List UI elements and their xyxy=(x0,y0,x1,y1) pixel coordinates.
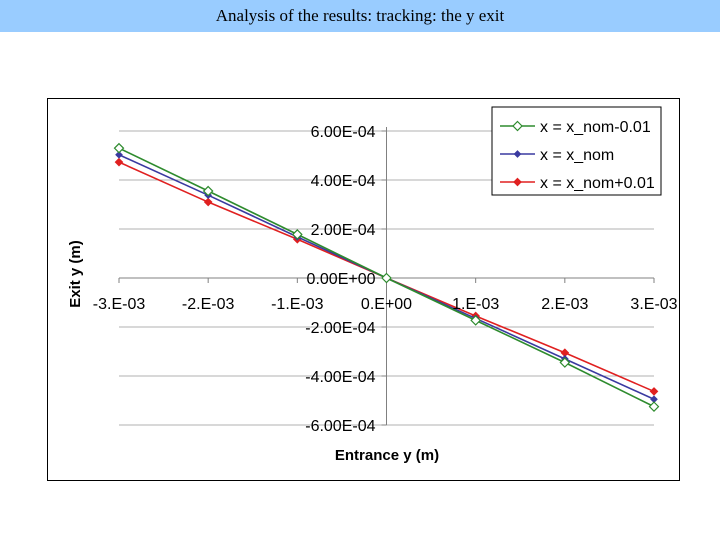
data-point-2-1 xyxy=(203,197,213,207)
page-title: Analysis of the results: tracking: the y… xyxy=(215,6,505,25)
data-point-0-0 xyxy=(113,142,125,154)
x-tick-label-3: 0.E+00 xyxy=(361,296,412,313)
y-tick-label-4: -2.00E-04 xyxy=(305,320,375,337)
data-point-0-5 xyxy=(559,357,571,368)
data-point-0-1 xyxy=(202,185,214,197)
chart-frame: -3.E-03 -2.E-03 -1.E-03 0.E+00 1.E-03 2.E-03 3… xyxy=(47,98,680,481)
x-tick-label-0: -3.E-03 xyxy=(93,296,146,313)
data-point-2-0 xyxy=(114,157,124,167)
legend-item-2: x = x_nom+0.01 xyxy=(500,175,655,192)
legend-marker-0 xyxy=(512,120,523,132)
legend-item-1: x = x_nom xyxy=(500,147,614,164)
legend-label-0: x = x_nom-0.01 xyxy=(540,119,651,136)
legend-marker-1 xyxy=(513,150,522,158)
data-point-0-2 xyxy=(291,229,303,240)
y-tick-label-6: -6.00E-04 xyxy=(305,418,375,435)
x-tick-label-1: -2.E-03 xyxy=(182,296,235,313)
x-tick-label-2: -1.E-03 xyxy=(271,296,324,313)
series-layer xyxy=(113,142,660,412)
y-tick-label-5: -4.00E-04 xyxy=(305,369,375,386)
data-point-1-0 xyxy=(115,150,123,159)
y-tick-label-3: 0.00E+00 xyxy=(307,271,376,288)
series-0 xyxy=(113,142,660,412)
data-point-0-4 xyxy=(470,315,482,326)
x-tick-label-6: 3.E-03 xyxy=(630,296,677,313)
legend-marker-2 xyxy=(513,177,522,187)
y-tick-label-1: 4.00E-04 xyxy=(311,173,376,190)
y-tick-label-0: 6.00E-04 xyxy=(311,124,376,141)
legend-label-1: x = x_nom xyxy=(540,147,614,164)
exit-y-chart: -3.E-03 -2.E-03 -1.E-03 0.E+00 1.E-03 2.E-03 3… xyxy=(67,106,678,464)
data-point-0-6 xyxy=(648,401,660,412)
data-point-2-6 xyxy=(649,387,659,396)
title-bar xyxy=(0,0,720,32)
legend-item-0: x = x_nom-0.01 xyxy=(500,119,651,136)
x-axis-label: Entrance y (m) xyxy=(335,447,439,464)
x-tick-label-5: 2.E-03 xyxy=(541,296,588,313)
data-point-0-3 xyxy=(381,272,392,284)
y-tick-label-2: 2.00E-04 xyxy=(311,222,376,239)
y-axis-label: Exit y (m) xyxy=(67,240,84,308)
x-tick-label-4: 1.E-03 xyxy=(452,296,499,313)
tick-labels: -3.E-03 -2.E-03 -1.E-03 0.E+00 1.E-03 2.E-03 3… xyxy=(93,124,678,435)
legend-label-2: x = x_nom+0.01 xyxy=(540,175,655,192)
